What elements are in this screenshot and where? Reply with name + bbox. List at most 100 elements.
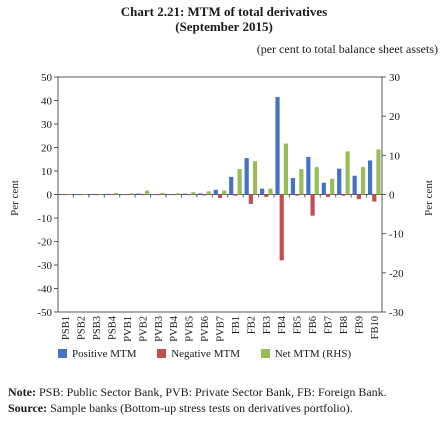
positive-mtm-bar (306, 156, 311, 195)
negative-mtm-bar (372, 194, 377, 202)
right-tick-label: -10 (389, 229, 404, 241)
negative-mtm-bar (187, 194, 192, 196)
negative-mtm-bar (264, 194, 269, 197)
net-mtm-bar (206, 191, 211, 195)
left-tick-label: 0 (47, 190, 53, 202)
net-mtm-bar (67, 194, 73, 195)
net-mtm-bar (129, 193, 134, 195)
right-tick-label: -20 (389, 268, 404, 280)
note-text: PSB: Public Sector Bank, PVB: Private Se… (38, 385, 387, 399)
legend-label-net: Net MTM (RHS) (274, 348, 352, 360)
category-label: FB7 (324, 316, 335, 334)
right-tick-label: -30 (389, 307, 404, 319)
category-label: FB5 (293, 316, 304, 334)
negative-mtm-bar (156, 194, 161, 196)
net-mtm-bar (191, 192, 196, 195)
negative-mtm-bar (325, 194, 331, 197)
category-label: PSB2 (77, 316, 88, 340)
left-tick-label: -30 (37, 260, 52, 272)
negative-mtm-bar (140, 194, 145, 196)
negative-mtm-bar (171, 194, 176, 196)
net-mtm-bar (83, 194, 88, 195)
positive-mtm-bar (198, 193, 203, 195)
net-mtm-bar (237, 169, 242, 195)
source-label: Source: (8, 401, 48, 415)
net-mtm-bar (283, 143, 289, 195)
category-label: FB1 (231, 316, 242, 334)
positive-mtm-bar (121, 194, 126, 195)
legend: Positive MTM Negative MTM Net MTM (RHS) (58, 348, 369, 360)
net-mtm-bar (114, 192, 119, 195)
net-mtm-bar (376, 149, 381, 195)
negative-mtm-bar (63, 194, 68, 196)
category-label: FB3 (262, 316, 273, 334)
left-axis: -50 -40 -30 -20 -10 0 10 20 30 40 50 (37, 72, 58, 319)
net-mtm-bar (175, 193, 181, 195)
negative-mtm-bar (125, 194, 130, 196)
category-labels: PSB1 PSB2 PSB3 PSB4 PVB1 PVB2 PVB3 PVB4 PVB5 PVB6… (57, 194, 381, 342)
positive-mtm-bar (213, 189, 218, 195)
negative-mtm-bar (94, 194, 99, 196)
category-label: FB9 (354, 316, 365, 334)
negative-mtm-bar (217, 194, 223, 199)
positive-mtm-bar (321, 182, 326, 195)
positive-mtm-bar (90, 194, 95, 195)
negative-mtm-bar (356, 194, 361, 200)
units-label: (per cent to total balance sheet assets) (256, 42, 438, 56)
legend-swatch-net (260, 349, 270, 358)
net-mtm-bar (222, 190, 227, 195)
positive-mtm-bar (229, 176, 234, 195)
positive-mtm-bar (290, 178, 296, 195)
right-tick-label: 30 (389, 72, 401, 84)
right-tick-label: 10 (389, 150, 401, 162)
net-mtm-bar (314, 167, 319, 195)
left-tick-label: 30 (41, 119, 53, 131)
category-label: PVB4 (169, 315, 180, 341)
legend-item-negative: Negative MTM (157, 348, 240, 360)
bars-group (59, 96, 381, 261)
category-label: FB2 (246, 316, 257, 334)
positive-mtm-bar (182, 193, 188, 195)
chart-subtitle: (September 2015) (175, 19, 273, 34)
category-label: PSB4 (108, 315, 119, 340)
left-tick-label: -40 (37, 284, 52, 296)
negative-mtm-bar (233, 194, 238, 196)
net-mtm-bar (252, 161, 258, 195)
legend-label-negative: Negative MTM (171, 348, 240, 360)
right-axis: -30 -20 -10 0 10 20 30 (382, 72, 404, 319)
category-label: PSB1 (61, 316, 72, 340)
negative-mtm-bar (202, 194, 207, 196)
legend-item-positive: Positive MTM (58, 348, 136, 360)
category-label: PSB3 (92, 316, 103, 340)
right-tick-label: 0 (389, 190, 395, 202)
category-label: FB4 (277, 315, 288, 334)
negative-mtm-bar (79, 194, 84, 196)
left-tick-label: 50 (41, 72, 53, 84)
net-mtm-bar (268, 188, 273, 195)
category-label: PVB3 (154, 316, 165, 342)
category-label: PVB2 (138, 316, 149, 342)
left-tick-label: 40 (41, 96, 53, 108)
net-mtm-bar (330, 178, 335, 195)
source-line: Source: Sample banks (Bottom-up stress t… (8, 400, 440, 416)
positive-mtm-bar (167, 194, 172, 195)
negative-mtm-bar (310, 194, 315, 216)
negative-mtm-bar (279, 194, 284, 261)
category-label: FB10 (370, 316, 381, 339)
chart-title: Chart 2.21: MTM of total derivatives (120, 4, 328, 19)
right-tick-label: 20 (389, 111, 401, 123)
left-tick-label: -10 (37, 213, 52, 225)
y-axis-label-left: Per cent (9, 180, 21, 216)
positive-mtm-bar (105, 193, 110, 195)
left-tick-label: -20 (37, 237, 52, 249)
left-tick-label: 20 (41, 143, 53, 155)
net-mtm-bar (160, 192, 165, 195)
negative-mtm-bar (341, 194, 346, 196)
category-label: PVB5 (185, 316, 196, 342)
category-label: PVB1 (123, 316, 134, 342)
net-mtm-bar (345, 151, 350, 195)
category-label: FB6 (308, 316, 319, 334)
note-line: Note: PSB: Public Sector Bank, PVB: Priv… (8, 384, 440, 400)
positive-mtm-bar (59, 194, 64, 195)
